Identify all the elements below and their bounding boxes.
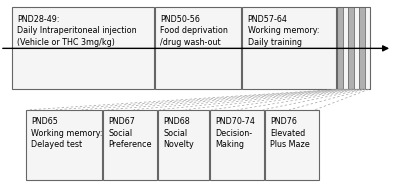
Text: PND76
Elevated
Plus Maze: PND76 Elevated Plus Maze xyxy=(270,117,310,149)
Text: PND28-49:
Daily Intraperitoneal injection
(Vehicle or THC 3mg/kg): PND28-49: Daily Intraperitoneal injectio… xyxy=(17,15,137,47)
Bar xyxy=(354,7,359,89)
Bar xyxy=(359,7,364,89)
Text: PND67
Social
Preference: PND67 Social Preference xyxy=(108,117,152,149)
Text: PND65
Working memory:
Delayed test: PND65 Working memory: Delayed test xyxy=(31,117,103,149)
Bar xyxy=(158,110,209,180)
Bar xyxy=(265,110,319,180)
Text: PND57-64
Working memory:
Daily training: PND57-64 Working memory: Daily training xyxy=(248,15,319,47)
Text: PND68
Social
Novelty: PND68 Social Novelty xyxy=(164,117,194,149)
Bar xyxy=(348,7,354,89)
Bar xyxy=(343,7,348,89)
Bar xyxy=(12,7,154,89)
Bar xyxy=(26,110,102,180)
Bar xyxy=(242,7,336,89)
Text: PND50-56
Food deprivation
/drug wash-out: PND50-56 Food deprivation /drug wash-out xyxy=(160,15,228,47)
Text: PND70-74
Decision-
Making: PND70-74 Decision- Making xyxy=(215,117,255,149)
Bar xyxy=(210,110,264,180)
Bar xyxy=(337,7,343,89)
Bar xyxy=(103,110,157,180)
Bar xyxy=(155,7,241,89)
Bar xyxy=(364,7,370,89)
Bar xyxy=(337,7,370,89)
